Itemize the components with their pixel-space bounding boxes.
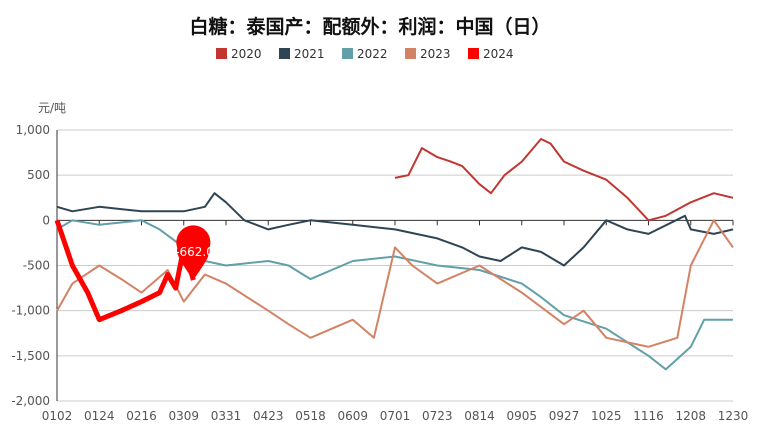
pin-marker	[176, 225, 211, 281]
x-tick-label: 0518	[295, 409, 326, 423]
y-tick-label: -2,000	[11, 394, 50, 408]
y-tick-label: 500	[27, 168, 50, 182]
y-tick-label: -500	[23, 259, 50, 273]
legend-swatch-2022[interactable]	[342, 48, 353, 59]
y-tick-label: -1,000	[11, 304, 50, 318]
series-line-2022	[56, 219, 733, 371]
x-tick-label: 0927	[549, 409, 580, 423]
x-tick-label: 0102	[42, 409, 73, 423]
x-tick-label: 1230	[718, 409, 749, 423]
series-group	[54, 138, 734, 371]
x-tick-label: 1025	[591, 409, 622, 423]
x-tick-label: 1208	[675, 409, 706, 423]
x-tick-label: 0814	[464, 409, 495, 423]
legend-swatch-2021[interactable]	[279, 48, 290, 59]
grid: -2,000 -1,500 -1,000 -500 0 500 1,000 0102 0124 0…	[11, 123, 748, 423]
legend-swatch-2020[interactable]	[216, 48, 227, 59]
x-tick-label: 0905	[506, 409, 537, 423]
legend-label-2023[interactable]: 2023	[420, 47, 451, 61]
legend: 2020 2021 2022 2023 2024	[216, 47, 514, 61]
x-tick-label: 0423	[253, 409, 284, 423]
x-tick-label: 0309	[168, 409, 199, 423]
x-tick-label: 0609	[337, 409, 368, 423]
legend-label-2020[interactable]: 2020	[231, 47, 262, 61]
legend-swatch-2024[interactable]	[468, 48, 479, 59]
pin-label: -662.00	[175, 245, 221, 259]
annotation: -662.00	[175, 225, 222, 281]
legend-label-2022[interactable]: 2022	[357, 47, 388, 61]
series-line-2023	[56, 219, 734, 348]
y-axis-label: 元/吨	[38, 101, 66, 115]
x-tick-label: 0701	[380, 409, 411, 423]
chart-title: 白糖：泰国产：配额外：利润：中国（日）	[189, 15, 550, 38]
legend-label-2024[interactable]: 2024	[483, 47, 514, 61]
x-tick-label: 0216	[126, 409, 157, 423]
x-tick-label: 0723	[422, 409, 453, 423]
series-line-2024	[54, 219, 196, 323]
y-tick-label: 0	[42, 213, 50, 227]
series-line-2021	[56, 192, 734, 267]
x-tick-label: 0124	[84, 409, 115, 423]
x-tick-label: 1116	[633, 409, 664, 423]
y-tick-label: 1,000	[16, 123, 50, 137]
legend-swatch-2023[interactable]	[405, 48, 416, 59]
y-tick-label: -1,500	[11, 349, 50, 363]
x-tick-label: 0331	[211, 409, 242, 423]
legend-label-2021[interactable]: 2021	[294, 47, 325, 61]
series-line-2020	[394, 138, 734, 222]
